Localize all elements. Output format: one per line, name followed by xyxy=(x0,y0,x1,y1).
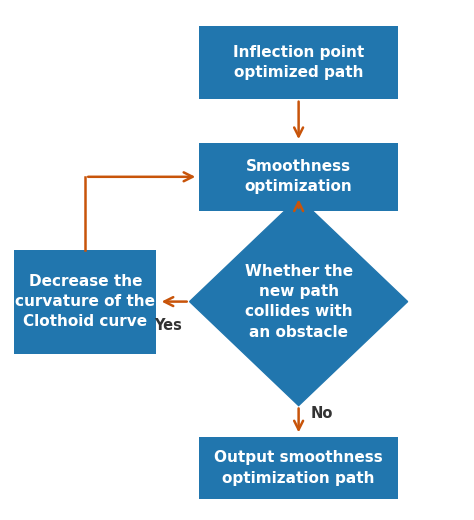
Text: Yes: Yes xyxy=(155,318,182,332)
Text: No: No xyxy=(310,406,333,421)
Text: Smoothness
optimization: Smoothness optimization xyxy=(245,159,353,194)
Text: Decrease the
curvature of the
Clothoid curve: Decrease the curvature of the Clothoid c… xyxy=(15,274,155,330)
Text: Inflection point
optimized path: Inflection point optimized path xyxy=(233,45,364,80)
Text: Output smoothness
optimization path: Output smoothness optimization path xyxy=(214,450,383,486)
FancyBboxPatch shape xyxy=(199,143,398,211)
Text: Whether the
new path
collides with
an obstacle: Whether the new path collides with an ob… xyxy=(245,264,353,340)
FancyBboxPatch shape xyxy=(199,437,398,499)
FancyBboxPatch shape xyxy=(14,250,156,354)
FancyBboxPatch shape xyxy=(199,26,398,99)
Polygon shape xyxy=(190,198,408,406)
